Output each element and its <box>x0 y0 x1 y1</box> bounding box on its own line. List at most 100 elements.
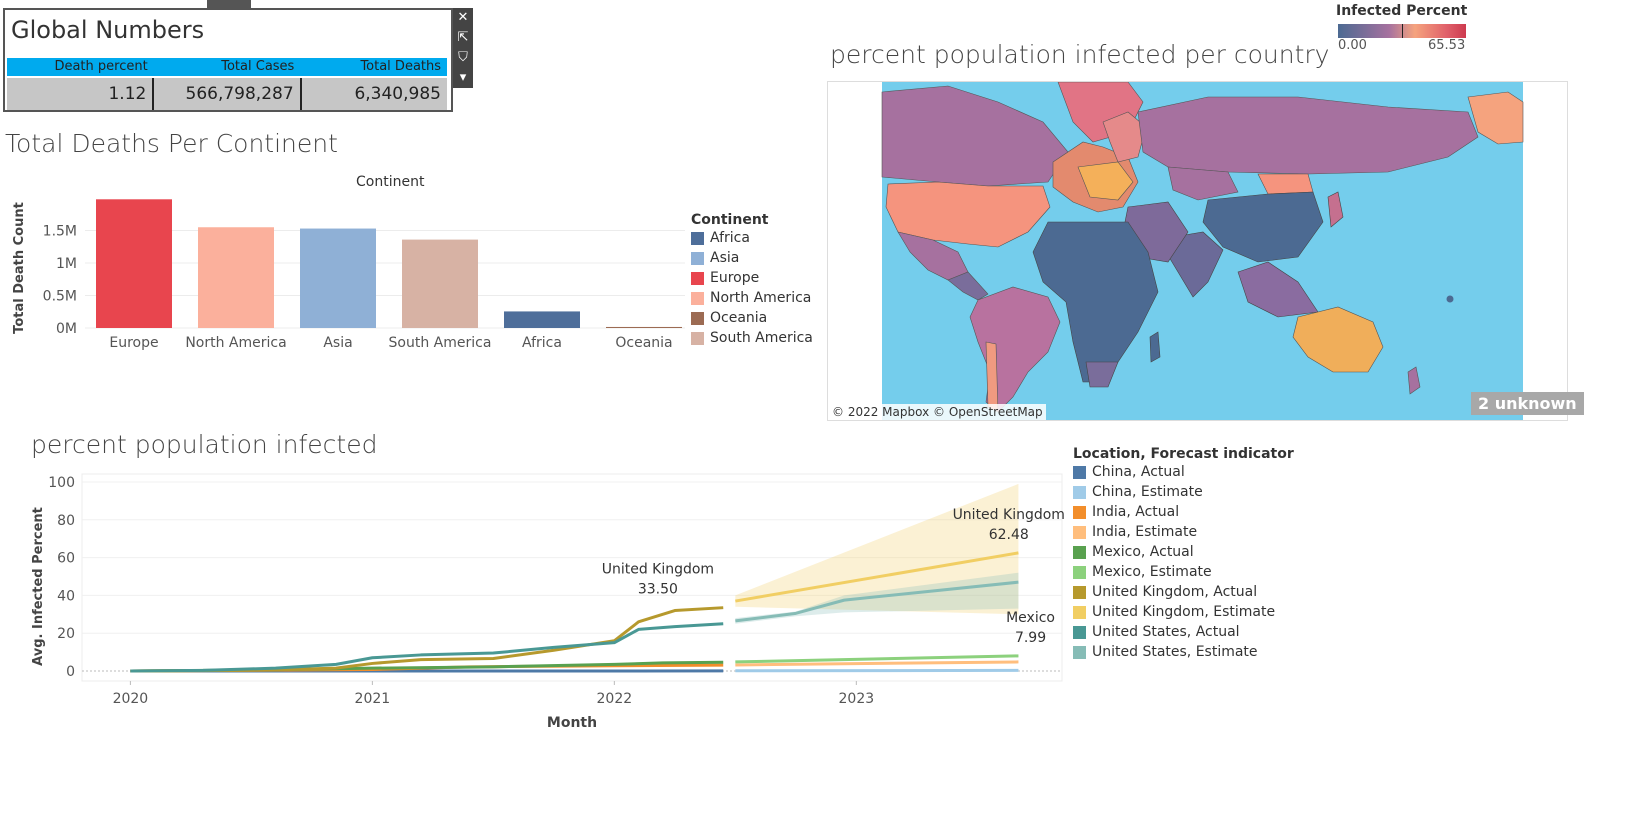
total-deaths-value[interactable]: 6,340,985 <box>354 84 441 104</box>
series-line-india-estimate[interactable] <box>735 660 1019 667</box>
bar-asia[interactable] <box>300 228 376 328</box>
plot-area <box>81 473 1063 682</box>
filter-icon[interactable]: ⛉ <box>458 50 468 65</box>
column-header-total-deaths[interactable]: Total Deaths <box>360 59 442 74</box>
annotation-value: 33.50 <box>638 582 678 598</box>
forecast-band <box>735 483 1019 615</box>
annotation-location: United Kingdom <box>953 507 1065 523</box>
death-percent-value[interactable]: 1.12 <box>7 78 155 110</box>
series-line-united-states-actual[interactable] <box>130 622 724 673</box>
legend-label: Mexico, Actual <box>1092 544 1194 560</box>
worksheet-toolbar: ✕ ⇱ ⛉ ▾ <box>453 8 473 88</box>
legend-label: China, Actual <box>1092 464 1185 480</box>
infected-legend-item[interactable]: United Kingdom, Estimate <box>1073 602 1294 622</box>
map-region-southeast-asia <box>1237 261 1319 318</box>
bar-europe[interactable] <box>96 199 172 328</box>
deaths-legend-item[interactable]: Oceania <box>691 308 813 328</box>
infected-legend-item[interactable]: United States, Estimate <box>1073 642 1294 662</box>
column-header-total-cases[interactable]: Total Cases <box>221 59 295 74</box>
series-line-united-states-estimate[interactable] <box>735 580 1019 623</box>
infected-legend-item[interactable]: India, Actual <box>1073 502 1294 522</box>
infected-legend-item[interactable]: China, Actual <box>1073 462 1294 482</box>
infected-line-chart: 0 20 40 60 80 100 2020 2021 2022 2023 Month Avg. In… <box>31 473 1065 731</box>
legend-swatch <box>1073 565 1086 579</box>
series-line-mexico-estimate[interactable] <box>735 654 1019 664</box>
y-tick-label: 100 <box>48 475 75 491</box>
legend-swatch <box>691 331 704 345</box>
series-line-united-kingdom-estimate[interactable] <box>735 551 1019 603</box>
close-icon[interactable]: ✕ <box>457 10 469 25</box>
map-region-south-africa <box>1085 361 1119 388</box>
deaths-legend-item[interactable]: Africa <box>691 228 813 248</box>
deaths-legend-item[interactable]: South America <box>691 328 813 348</box>
world-map[interactable] <box>827 81 1568 421</box>
legend-label: India, Estimate <box>1092 524 1198 540</box>
y-axis-label: Total Death Count <box>12 202 27 334</box>
x-tick-label: Africa <box>522 335 562 351</box>
deaths-legend-item[interactable]: Asia <box>691 248 813 268</box>
infected-percent-legend-title: Infected Percent <box>1336 3 1468 19</box>
y-tick-label: 1.5M <box>43 224 77 240</box>
y-tick-label: 60 <box>57 551 75 567</box>
legend-swatch <box>691 271 704 285</box>
legend-swatch <box>1073 525 1086 539</box>
unknown-indicator[interactable]: 2 unknown <box>1471 392 1584 415</box>
deaths-chart-column-header: Continent <box>356 174 425 190</box>
x-tick-label: 2022 <box>597 691 633 707</box>
x-tick-label: Asia <box>323 335 352 351</box>
infected-legend-item[interactable]: United States, Actual <box>1073 622 1294 642</box>
legend-label: China, Estimate <box>1092 484 1203 500</box>
global-numbers-value-row: 1.12 566,798,287 6,340,985 <box>7 78 447 110</box>
dropdown-icon[interactable]: ▾ <box>459 70 467 85</box>
total-cases-value[interactable]: 566,798,287 <box>154 78 302 110</box>
x-tick-label: Europe <box>109 335 158 351</box>
map-region-chile <box>985 341 999 413</box>
map-region-madagascar <box>1149 331 1161 363</box>
infected-legend-item[interactable]: India, Estimate <box>1073 522 1294 542</box>
column-header-death-percent[interactable]: Death percent <box>54 59 148 74</box>
y-tick-label: 1M <box>56 256 77 272</box>
x-tick-label: 2020 <box>113 691 149 707</box>
y-axis-label: Avg. Infected Percent <box>31 507 46 666</box>
map-region-south-america <box>969 286 1061 413</box>
infected-legend-item[interactable]: Mexico, Actual <box>1073 542 1294 562</box>
deaths-legend-item[interactable]: Europe <box>691 268 813 288</box>
y-tick-label: 20 <box>57 626 75 642</box>
deaths-legend-title: Continent <box>691 212 769 228</box>
infected-legend-item[interactable]: United Kingdom, Actual <box>1073 582 1294 602</box>
y-tick-label: 0M <box>56 321 77 337</box>
deaths-legend: Continent Africa Asia Europe North America O… <box>691 212 813 348</box>
bar-north-america[interactable] <box>198 227 274 328</box>
deaths-chart-title: Total Deaths Per Continent <box>5 129 338 158</box>
infected-legend: Location, Forecast indicator China, Actu… <box>1073 446 1294 662</box>
bar-south-america[interactable] <box>402 239 478 328</box>
legend-label: United Kingdom, Estimate <box>1092 604 1276 620</box>
infected-legend-item[interactable]: Mexico, Estimate <box>1073 562 1294 582</box>
bar-africa[interactable] <box>504 311 580 328</box>
legend-label: United States, Actual <box>1092 624 1240 640</box>
legend-swatch <box>1073 605 1086 619</box>
map-region-mongolia <box>1257 173 1314 195</box>
map-canvas <box>828 82 1567 420</box>
series-line-united-kingdom-actual[interactable] <box>130 606 724 673</box>
legend-label: India, Actual <box>1092 504 1180 520</box>
drag-handle[interactable] <box>207 0 251 8</box>
map-region-australia <box>1292 306 1384 373</box>
legend-swatch <box>691 311 704 325</box>
bar-oceania[interactable] <box>606 326 682 328</box>
map-title: percent population infected per country <box>830 40 1330 69</box>
popout-icon[interactable]: ⇱ <box>457 30 469 45</box>
x-axis-label: Month <box>547 715 597 731</box>
legend-swatch <box>691 231 704 245</box>
legend-label: United Kingdom, Actual <box>1092 584 1258 600</box>
legend-swatch <box>1073 485 1086 499</box>
deaths-bar-chart: 0M 0.5M 1M 1.5M Total Death Count Europe North… <box>12 199 685 351</box>
infected-legend-item[interactable]: China, Estimate <box>1073 482 1294 502</box>
infected-chart-title: percent population infected <box>31 430 378 459</box>
legend-label: Mexico, Estimate <box>1092 564 1212 580</box>
legend-label: North America <box>710 290 812 306</box>
annotation-location: United Kingdom <box>602 562 714 578</box>
map-credit[interactable]: © 2022 Mapbox © OpenStreetMap <box>829 404 1046 420</box>
deaths-legend-item[interactable]: North America <box>691 288 813 308</box>
map-region-alaska <box>1467 91 1524 145</box>
